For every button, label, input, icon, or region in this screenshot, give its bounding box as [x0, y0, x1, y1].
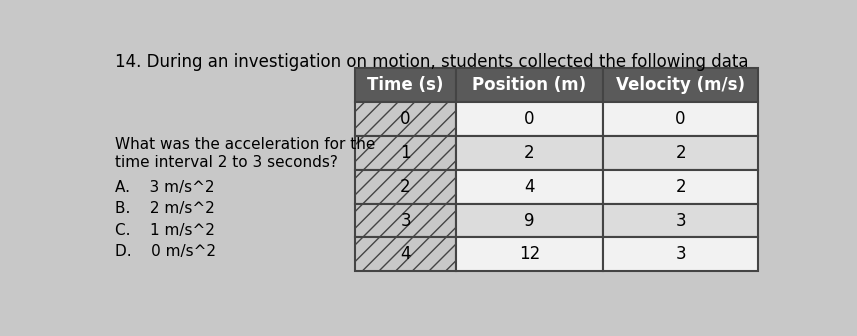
Bar	[355, 238, 456, 271]
Bar	[456, 238, 603, 271]
Bar	[603, 68, 758, 102]
Text: 2: 2	[524, 144, 535, 162]
Text: 12: 12	[518, 245, 540, 263]
Text: Time (s): Time (s)	[368, 76, 444, 94]
Text: B.    2 m/s^2: B. 2 m/s^2	[115, 201, 214, 216]
Bar	[355, 136, 456, 170]
Text: 3: 3	[675, 245, 686, 263]
Bar	[603, 204, 758, 238]
Text: 4: 4	[524, 178, 535, 196]
Text: 0: 0	[675, 110, 686, 128]
Bar	[603, 102, 758, 136]
Text: 2: 2	[675, 178, 686, 196]
Text: 3: 3	[675, 211, 686, 229]
Bar	[456, 170, 603, 204]
Text: A.    3 m/s^2: A. 3 m/s^2	[115, 180, 214, 195]
Text: Position (m): Position (m)	[472, 76, 586, 94]
Bar	[355, 204, 456, 238]
Bar	[603, 136, 758, 170]
Text: D.    0 m/s^2: D. 0 m/s^2	[115, 244, 216, 259]
Text: What was the acceleration for the
time interval 2 to 3 seconds?: What was the acceleration for the time i…	[115, 137, 375, 170]
Text: 2: 2	[675, 144, 686, 162]
Text: 1: 1	[400, 144, 411, 162]
Bar	[456, 102, 603, 136]
Text: 3: 3	[400, 211, 411, 229]
Bar	[456, 204, 603, 238]
Text: 2: 2	[400, 178, 411, 196]
Text: C.    1 m/s^2: C. 1 m/s^2	[115, 223, 215, 238]
Text: 4: 4	[400, 245, 411, 263]
Bar	[355, 68, 456, 102]
Text: Velocity (m/s): Velocity (m/s)	[616, 76, 745, 94]
Text: 9: 9	[524, 211, 535, 229]
Bar	[603, 238, 758, 271]
Text: 14. During an investigation on motion, students collected the following data: 14. During an investigation on motion, s…	[115, 53, 748, 71]
Bar	[355, 102, 456, 136]
Bar	[355, 170, 456, 204]
Text: 0: 0	[400, 110, 411, 128]
Bar	[456, 136, 603, 170]
Bar	[456, 68, 603, 102]
Text: 0: 0	[524, 110, 535, 128]
Bar	[603, 170, 758, 204]
